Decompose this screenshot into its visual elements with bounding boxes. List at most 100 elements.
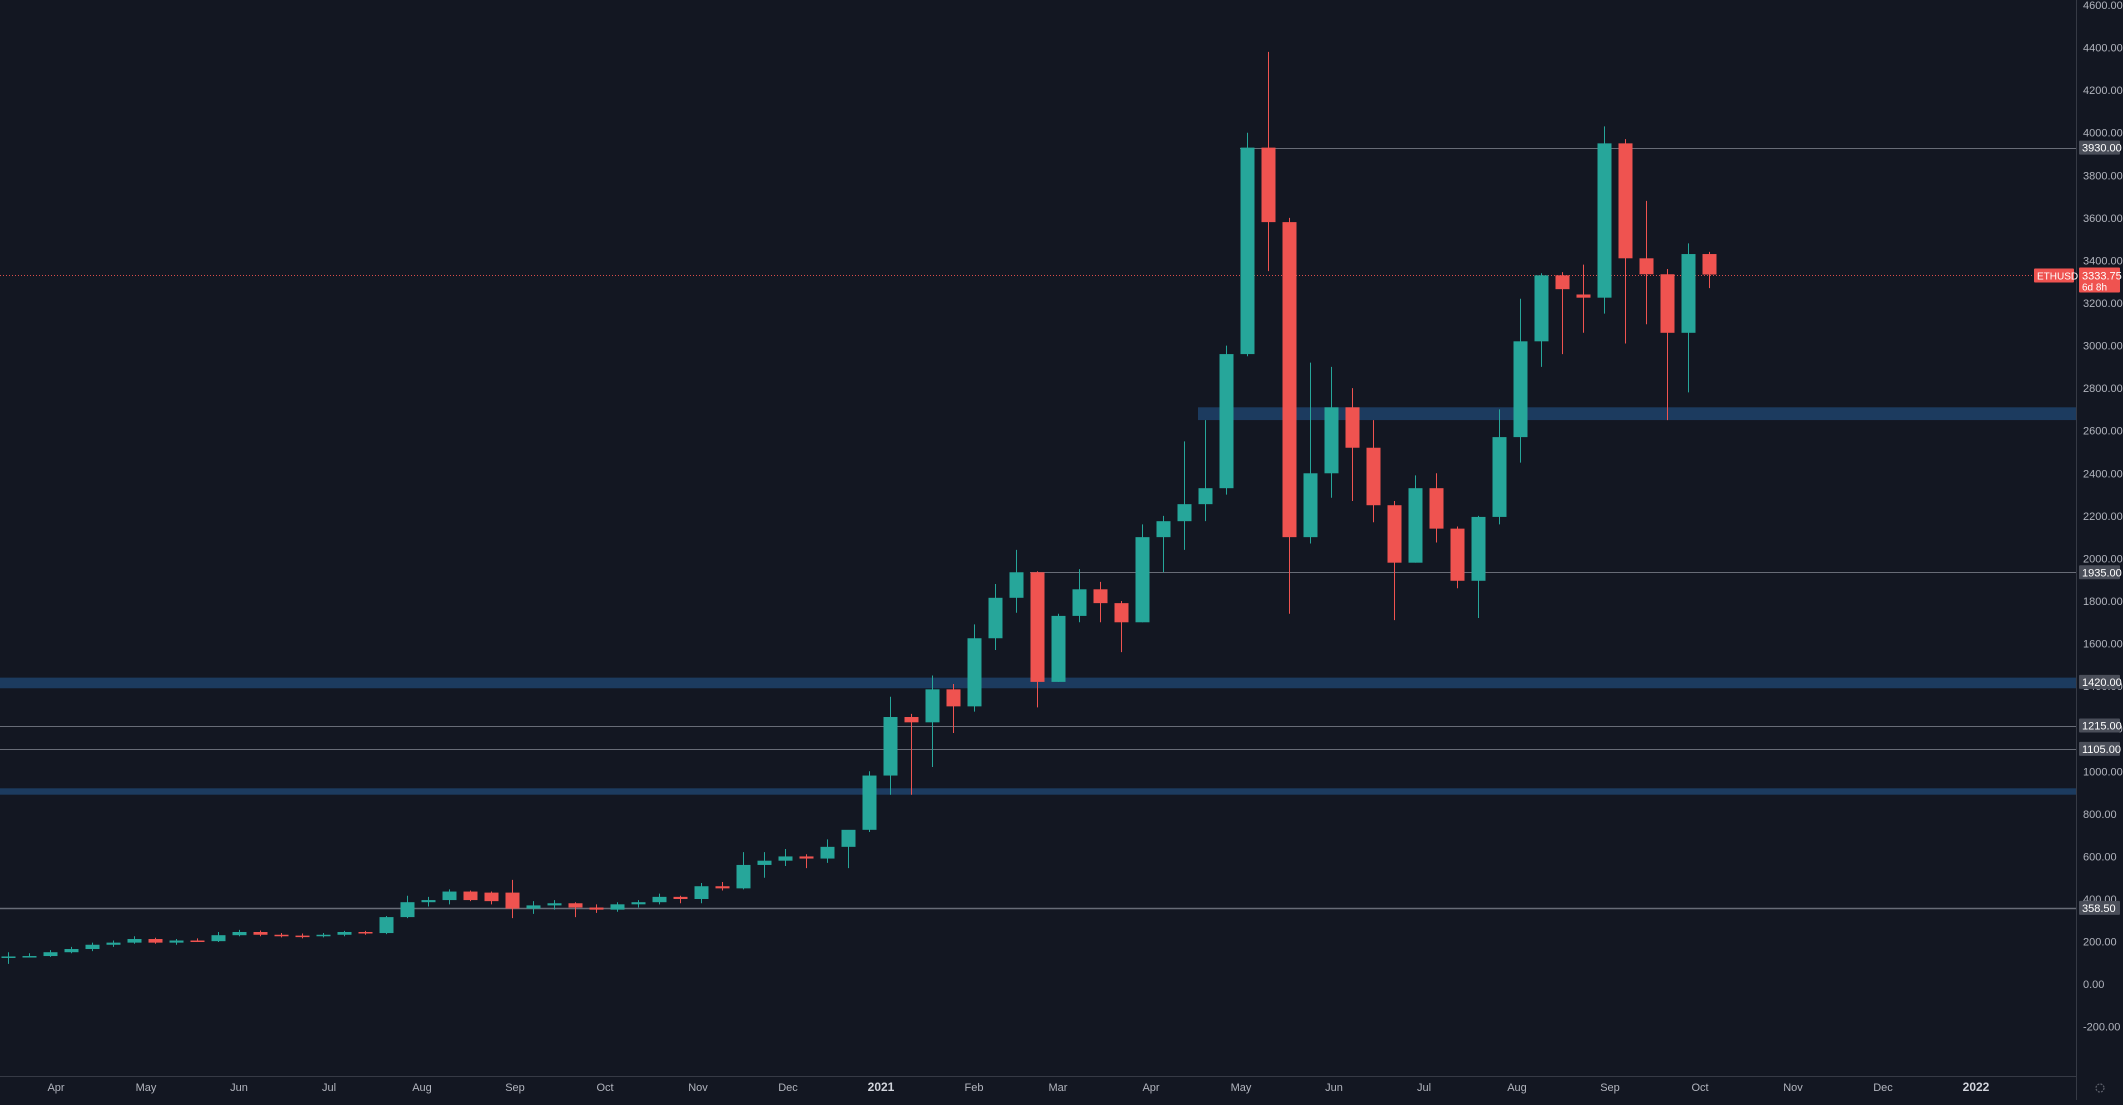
candles[interactable] [1, 51, 1717, 964]
candle-2020-06-01[interactable] [232, 929, 247, 937]
candle-2020-09-14[interactable] [547, 900, 562, 910]
price-axis[interactable]: -200.000.00200.00400.00600.00800.001000.… [2083, 0, 2123, 1034]
candle-2021-08-16[interactable] [1555, 272, 1570, 355]
candle-2021-02-01[interactable] [967, 624, 982, 712]
time-tick-label: Mar [1049, 1082, 1068, 1094]
candle-2020-05-18[interactable] [190, 938, 205, 943]
candle-2020-08-24[interactable] [484, 891, 499, 905]
candle-2020-07-13[interactable] [358, 930, 373, 935]
candle-2020-06-22[interactable] [295, 933, 310, 939]
candle-2020-12-14[interactable] [820, 839, 835, 863]
candle-2020-11-30[interactable] [778, 848, 793, 867]
candle-2021-01-04[interactable] [883, 696, 898, 795]
candle-2021-03-08[interactable] [1072, 569, 1087, 623]
candle-2021-03-15[interactable] [1093, 581, 1108, 623]
candle-body [631, 902, 646, 905]
candle-2021-04-05[interactable] [1156, 515, 1171, 573]
candle-2020-10-05[interactable] [610, 902, 625, 912]
candle-2020-04-20[interactable] [106, 940, 121, 947]
candle-2020-05-25[interactable] [211, 931, 226, 942]
candle-2021-07-19[interactable] [1471, 515, 1486, 619]
axis-settings-corner[interactable] [2095, 1083, 2105, 1093]
candle-2020-12-07[interactable] [799, 854, 814, 869]
candle-2021-05-10[interactable] [1261, 51, 1276, 272]
candle-2021-05-31[interactable] [1324, 366, 1339, 498]
candle-2020-04-27[interactable] [127, 936, 142, 944]
time-axis[interactable]: Apr May Jun Jul Aug Sep Oct Nov Dec 2021 Feb Mar Apr… [47, 1080, 1989, 1094]
candle-2021-02-08[interactable] [988, 583, 1003, 650]
candle-2021-06-07[interactable] [1345, 388, 1360, 501]
candle-2020-05-11[interactable] [169, 939, 184, 945]
candle-body [22, 956, 37, 958]
candle-2020-06-15[interactable] [274, 933, 289, 938]
candle-2021-04-26[interactable] [1219, 345, 1234, 495]
candle-2020-11-09[interactable] [715, 881, 730, 891]
candle-2020-09-21[interactable] [568, 902, 583, 918]
candle-2020-03-16[interactable] [1, 952, 16, 964]
candle-2020-08-03[interactable] [421, 896, 436, 907]
candle-2020-12-28[interactable] [862, 771, 877, 832]
candle-2020-11-02[interactable] [694, 883, 709, 904]
candle-2021-01-11[interactable] [904, 713, 919, 795]
candle-2021-07-05[interactable] [1429, 473, 1444, 543]
candle-2020-06-29[interactable] [316, 933, 331, 938]
candle-2020-09-28[interactable] [589, 904, 604, 913]
candle-2020-10-12[interactable] [631, 900, 646, 908]
candle-2020-07-27[interactable] [400, 895, 415, 919]
candle-2021-05-03[interactable] [1240, 132, 1255, 357]
candle-2021-08-09[interactable] [1534, 273, 1549, 367]
candle-body [442, 891, 457, 901]
level-label-1935.00: 1935.00 [2079, 565, 2122, 580]
candle-2021-08-30[interactable] [1597, 126, 1612, 314]
price-tick-label: 4400.00 [2083, 43, 2123, 55]
candle-2020-05-04[interactable] [148, 937, 163, 944]
candle-2021-09-27[interactable] [1681, 243, 1696, 393]
candle-2020-08-17[interactable] [463, 890, 478, 902]
candle-2021-09-06[interactable] [1618, 139, 1633, 344]
candle-2021-07-26[interactable] [1492, 409, 1507, 525]
candle-2021-06-28[interactable] [1408, 475, 1423, 563]
price-tick-label: 200.00 [2083, 937, 2117, 949]
candle-2021-01-18[interactable] [925, 675, 940, 768]
candle-2020-12-21[interactable] [841, 829, 856, 869]
candle-2020-06-08[interactable] [253, 930, 268, 937]
candle-2020-08-31[interactable] [505, 879, 520, 919]
candle-2020-08-10[interactable] [442, 889, 457, 905]
candle-2021-04-12[interactable] [1177, 441, 1192, 550]
candle-2020-09-07[interactable] [526, 901, 541, 914]
candle-2021-06-21[interactable] [1387, 500, 1402, 621]
candle-2021-03-22[interactable] [1114, 601, 1129, 653]
candle-2020-11-23[interactable] [757, 852, 772, 878]
candle-2020-10-19[interactable] [652, 893, 667, 905]
candle-2021-06-14[interactable] [1366, 420, 1381, 523]
settings-gear-icon[interactable] [2095, 1083, 2105, 1093]
candle-2020-07-06[interactable] [337, 930, 352, 937]
price-tick-label: 4000.00 [2083, 128, 2123, 140]
candle-2021-09-20[interactable] [1660, 268, 1675, 421]
candle-2021-05-17[interactable] [1282, 217, 1297, 614]
candle-body [1681, 254, 1696, 333]
candle-2021-09-13[interactable] [1639, 200, 1654, 325]
candle-2021-08-23[interactable] [1576, 264, 1591, 333]
candle-2021-07-12[interactable] [1450, 526, 1465, 589]
candle-2020-10-26[interactable] [673, 895, 688, 904]
candle-2020-07-20[interactable] [379, 916, 394, 935]
candle-2021-03-01[interactable] [1051, 613, 1066, 682]
price-tick-label: 3800.00 [2083, 170, 2123, 182]
candle-2020-03-23[interactable] [22, 953, 37, 958]
candle-2021-02-22[interactable] [1030, 571, 1045, 708]
candle-2021-05-24[interactable] [1303, 362, 1318, 544]
candle-2020-04-06[interactable] [64, 946, 79, 954]
candle-2021-03-29[interactable] [1135, 524, 1150, 623]
candle-2021-01-25[interactable] [946, 684, 961, 733]
candle-2020-04-13[interactable] [85, 942, 100, 952]
candle-2020-03-30[interactable] [43, 950, 58, 957]
candle-2021-02-15[interactable] [1009, 549, 1024, 613]
candle-2021-04-19[interactable] [1198, 420, 1213, 522]
candle-2020-11-16[interactable] [736, 852, 751, 890]
candle-body [1387, 505, 1402, 563]
candle-2021-10-04[interactable] [1702, 251, 1717, 289]
candle-2021-08-02[interactable] [1513, 298, 1528, 463]
price-tick-label: -200.00 [2083, 1022, 2120, 1034]
